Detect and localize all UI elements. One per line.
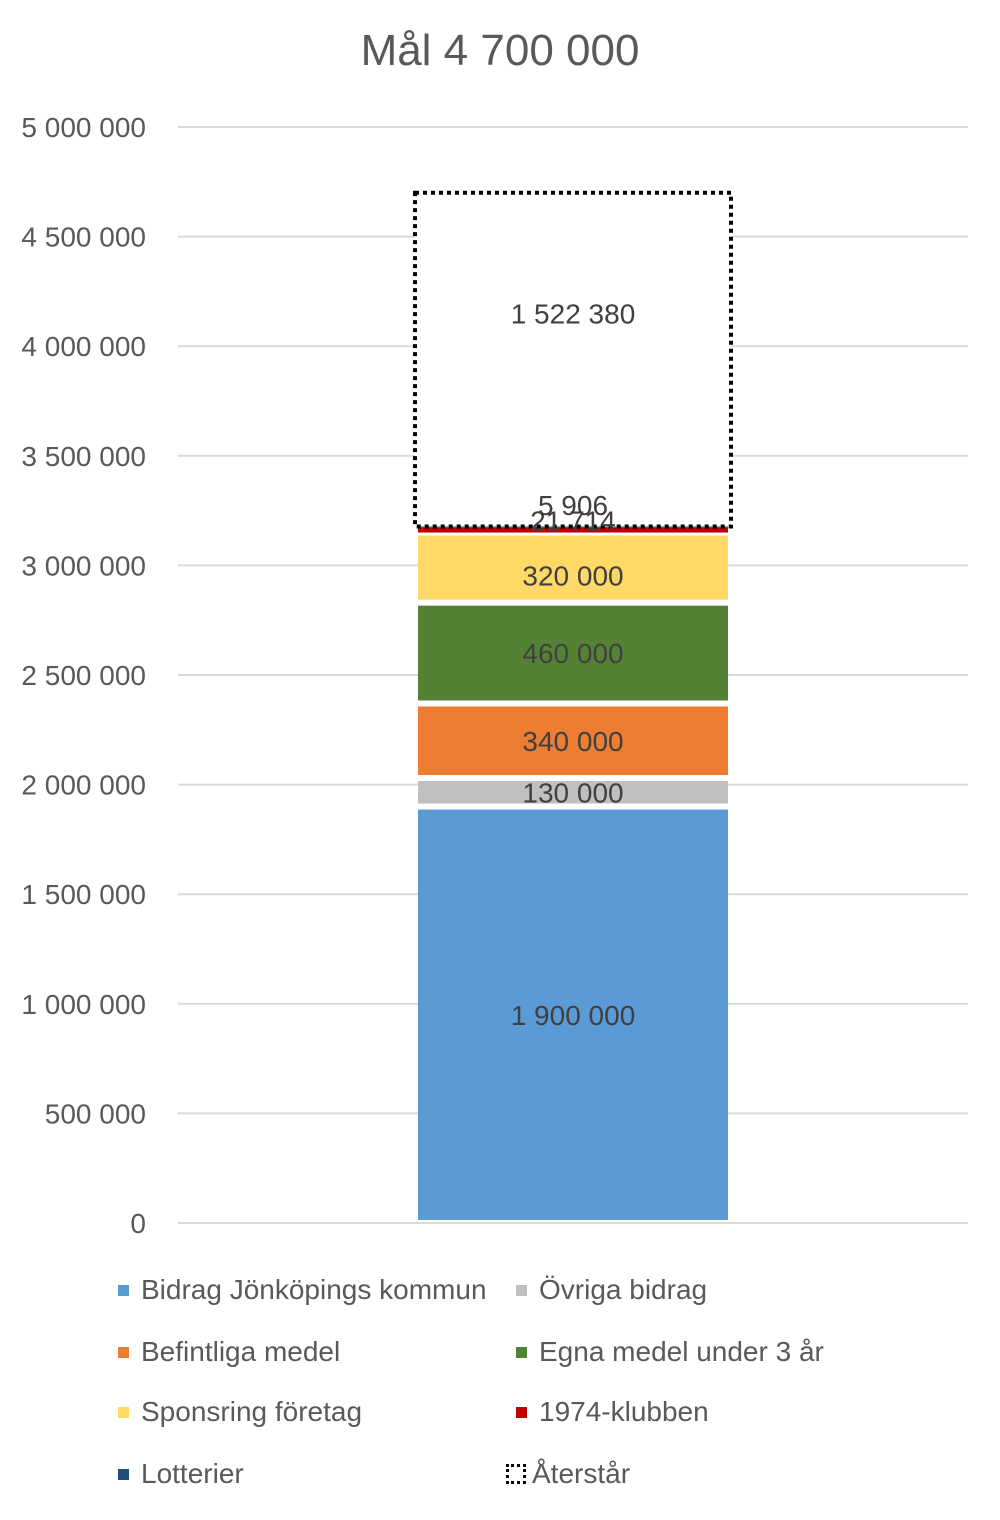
bar-segment-aterstar [413,190,733,529]
data-label-återstår: 1 522 380 [511,298,636,329]
y-tick-label: 5 000 000 [21,112,146,143]
y-tick-label: 2 500 000 [21,660,146,691]
bar-segment-egna-medel-under-3-år [418,605,728,701]
y-tick-label: 3 000 000 [21,550,146,581]
bar-segment-befintliga-medel [418,706,728,776]
data-labels: 1 900 000 130 000 340 000 460 000 320 000 21 … [511,298,636,1030]
bar-segment-1974-klubben [418,527,728,533]
y-tick-label: 1 500 000 [21,879,146,910]
y-tick-label: 0 [130,1208,146,1239]
data-label-övriga-bidrag: 130 000 [522,777,623,808]
y-tick-label: 3 500 000 [21,441,146,472]
chart-title: Mål 4 700 000 [360,26,640,75]
y-tick-label: 4 000 000 [21,331,146,362]
bar-segment-bidrag-jönköpings-kommun [418,809,728,1220]
bar-segments [413,190,733,1220]
data-label-bidrag-jönköpings-kommun: 1 900 000 [511,1000,636,1031]
y-tick-label: 1 000 000 [21,989,146,1020]
y-tick-label: 2 000 000 [21,770,146,801]
data-label-egna-medel-under-3-år: 460 000 [522,638,623,669]
data-label-sponsring-företag: 320 000 [522,561,623,592]
data-label-lotterier: 5 906 [538,490,608,521]
y-tick-label: 4 500 000 [21,222,146,253]
bar-segment-lotterier [418,526,728,528]
bar-segment-sponsring-företag [418,535,728,600]
data-label-1974-klubben: 21 714 [530,506,616,537]
y-tick-label: 500 000 [45,1098,146,1129]
bar-segment-övriga-bidrag [418,781,728,804]
data-label-befintliga-medel: 340 000 [522,726,623,757]
y-axis: 0 500 000 1 000 000 1 500 000 2 000 000 2 500… [21,112,146,1239]
